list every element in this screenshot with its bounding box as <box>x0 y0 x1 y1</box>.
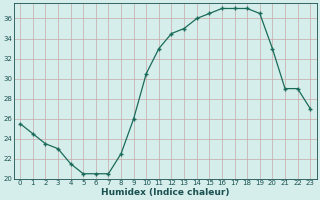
X-axis label: Humidex (Indice chaleur): Humidex (Indice chaleur) <box>101 188 229 197</box>
